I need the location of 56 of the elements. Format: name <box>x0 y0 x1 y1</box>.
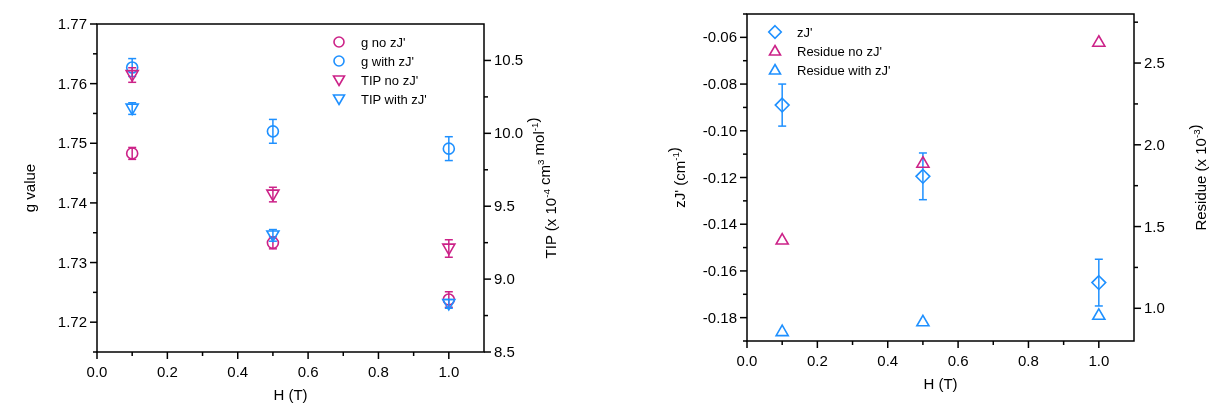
legend-label: TIP no zJ' <box>361 73 419 88</box>
y2-tick-label: 9.5 <box>494 197 515 215</box>
y-tick-label: 1.73 <box>57 253 87 271</box>
y-tick-label: 1.72 <box>57 313 87 331</box>
point <box>442 142 456 155</box>
point <box>774 97 790 113</box>
y-tick-label: -0.08 <box>702 75 737 93</box>
y-tick-label: -0.06 <box>702 28 737 46</box>
y2-tick-label: 1.5 <box>1144 217 1165 235</box>
x-tick-label: 0.2 <box>806 352 828 369</box>
y-tick-label: -0.16 <box>702 261 737 279</box>
y-tick-label: 1.74 <box>57 193 87 211</box>
legend-label: TIP with zJ' <box>361 92 427 107</box>
x-tick-label: 0.0 <box>736 352 758 369</box>
y2-tick-label: 1.0 <box>1144 299 1165 317</box>
x-tick-label: 0.4 <box>227 363 249 380</box>
legend-label: Residue with zJ' <box>797 63 891 78</box>
point <box>266 125 280 138</box>
x-tick-label: 0.8 <box>368 363 389 380</box>
legend-label: Residue no zJ' <box>797 44 882 59</box>
x-tick-label: 0.6 <box>297 363 319 380</box>
y2-tick-label: 8.5 <box>494 343 515 360</box>
y-tick-label: -0.14 <box>702 215 737 233</box>
point <box>1091 307 1106 321</box>
y2-tick-label: 10.5 <box>494 51 524 69</box>
y2-tick-label: 10.0 <box>494 124 524 142</box>
y2-tick-label: 9.0 <box>494 270 515 288</box>
y-tick-label: 1.77 <box>57 15 87 32</box>
x-tick-label: 0.0 <box>86 363 108 380</box>
point <box>916 314 930 327</box>
y-tick-label: 1.75 <box>57 134 87 152</box>
x-tick-label: 1.0 <box>1088 352 1110 369</box>
point <box>775 232 790 245</box>
point <box>916 155 930 168</box>
y-tick-label: -0.18 <box>702 308 737 326</box>
point <box>125 61 139 74</box>
y-tick-label: -0.10 <box>702 121 737 139</box>
y2-tick-label: 2.5 <box>1144 54 1165 72</box>
point <box>1091 274 1107 291</box>
y-tick-label: -0.12 <box>702 168 737 186</box>
point <box>1091 34 1106 47</box>
y2-tick-label: 2.0 <box>1144 135 1165 153</box>
x-tick-label: 1.0 <box>438 363 460 380</box>
x-axis-title: H (T) <box>273 386 308 403</box>
point <box>775 324 790 337</box>
x-tick-label: 0.8 <box>1018 352 1039 369</box>
y-axis-title: g value <box>21 163 38 213</box>
x-tick-label: 0.2 <box>156 363 178 380</box>
x-tick-label: 0.4 <box>877 352 899 369</box>
point <box>915 168 931 185</box>
x-axis-title: H (T) <box>923 375 958 392</box>
legend-label: zJ' <box>797 25 813 40</box>
x-tick-label: 0.6 <box>947 352 969 369</box>
legend-label: g with zJ' <box>361 54 415 69</box>
y-tick-label: 1.76 <box>57 74 87 92</box>
legend-label: g no zJ' <box>361 35 406 50</box>
